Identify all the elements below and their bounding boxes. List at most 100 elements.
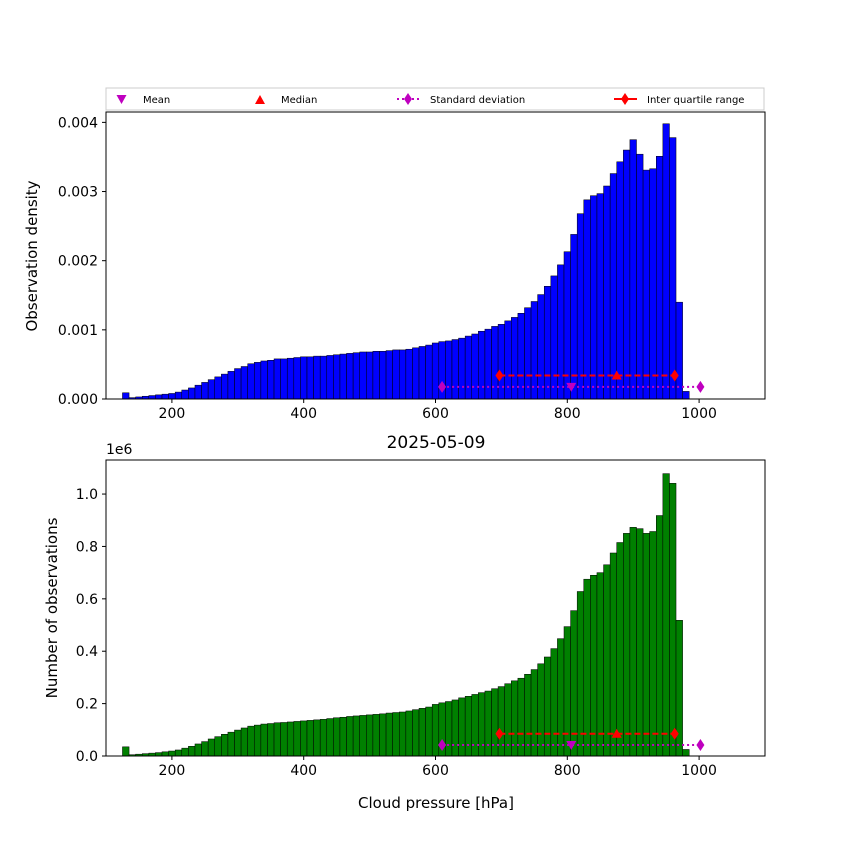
count-bar (326, 718, 334, 757)
density-bar (161, 393, 169, 400)
count-bar (649, 531, 657, 757)
count-bar (300, 720, 308, 757)
count-bar (306, 720, 314, 757)
density-bar (300, 356, 308, 400)
count-bar (122, 746, 130, 757)
count-bar (385, 712, 393, 757)
count-bar (333, 717, 341, 757)
density-bar (352, 352, 360, 400)
count-bar (201, 741, 209, 757)
count-bar (636, 528, 644, 757)
density-bar (530, 301, 538, 400)
density-x-tick-label: 400 (290, 406, 317, 422)
density-bar (333, 354, 341, 400)
count-bar (168, 750, 176, 757)
density-bar (234, 368, 242, 400)
density-bar (583, 199, 591, 400)
count-bar (319, 719, 328, 757)
x-axis-label: Cloud pressure [hPa] (358, 794, 514, 812)
density-bar (247, 363, 255, 400)
density-bar (642, 169, 650, 400)
count-y-tick-label: 0.4 (76, 644, 98, 660)
count-bar (293, 721, 301, 757)
count-iqr-high-marker (670, 727, 679, 740)
count-x-tick-label: 800 (554, 763, 581, 779)
density-bar (339, 353, 347, 400)
count-y-tick-label: 1.0 (76, 487, 98, 503)
count-bar (221, 734, 229, 757)
count-bar (445, 701, 453, 757)
count-bar (418, 708, 426, 757)
count-bar (669, 483, 677, 757)
legend-label-mean: Mean (143, 95, 170, 106)
count-median-marker (611, 728, 622, 738)
density-bar (405, 348, 413, 400)
count-bar (280, 722, 288, 757)
density-bar (207, 379, 215, 400)
std-marker-icon (404, 93, 412, 105)
mean-marker-icon (116, 95, 127, 104)
count-y-tick-label: 0.8 (76, 539, 98, 555)
density-bar (464, 335, 473, 400)
count-bar (530, 669, 538, 757)
density-std-low-marker (438, 380, 447, 393)
density-bar (623, 149, 631, 400)
count-chart: 2025-05-09 1e6 200 400 600 800 1000 0.00.20.… (43, 433, 766, 812)
density-bar (636, 153, 644, 400)
density-bar (550, 275, 558, 400)
density-bar (366, 351, 374, 400)
count-bar (682, 749, 690, 757)
density-bar (478, 330, 486, 400)
density-bar (254, 362, 262, 400)
density-bar (240, 366, 248, 400)
count-iqr-low-marker (495, 727, 504, 740)
count-bars (122, 473, 690, 757)
count-bar (431, 704, 440, 757)
count-bar (576, 591, 585, 757)
density-iqr-high-marker (670, 369, 679, 382)
count-bar (372, 714, 380, 757)
density-bar (122, 392, 130, 400)
density-bar (609, 173, 617, 400)
count-bar (260, 723, 268, 757)
count-bar (425, 706, 433, 757)
count-bar (267, 723, 275, 757)
density-x-ticks: 200 400 600 800 1000 (159, 399, 717, 422)
density-bar (293, 357, 301, 400)
density-bar (372, 351, 380, 400)
count-bar (234, 729, 242, 757)
count-bar (616, 542, 624, 757)
count-x-tick-label: 1000 (681, 763, 717, 779)
count-bar (537, 663, 545, 757)
count-bar (227, 731, 235, 757)
density-bar (418, 346, 426, 400)
count-bar (188, 746, 196, 757)
density-bar (155, 394, 163, 400)
count-bar (339, 716, 347, 757)
count-bar (240, 727, 248, 757)
density-bar (188, 387, 196, 400)
count-bar (254, 724, 262, 757)
count-bar (484, 690, 492, 757)
density-bar (629, 139, 637, 400)
count-bar (557, 638, 565, 757)
density-bar (168, 393, 176, 400)
density-bar (392, 349, 400, 400)
density-bar (484, 328, 492, 400)
count-bar (656, 515, 664, 757)
count-x-tick-label: 400 (290, 763, 317, 779)
density-x-tick-label: 200 (159, 406, 186, 422)
density-bars (122, 123, 690, 400)
legend-label-median: Median (281, 95, 317, 106)
density-bar (590, 195, 598, 400)
density-bar (431, 342, 440, 400)
count-x-tick-label: 600 (422, 763, 449, 779)
count-mean-marker (566, 740, 577, 750)
density-bar (616, 161, 624, 400)
density-bar (260, 360, 268, 400)
count-std-low-marker (438, 738, 447, 751)
count-bar (286, 721, 295, 757)
legend-label-std: Standard deviation (430, 95, 525, 106)
density-bar (227, 371, 235, 400)
count-bar (550, 648, 558, 757)
